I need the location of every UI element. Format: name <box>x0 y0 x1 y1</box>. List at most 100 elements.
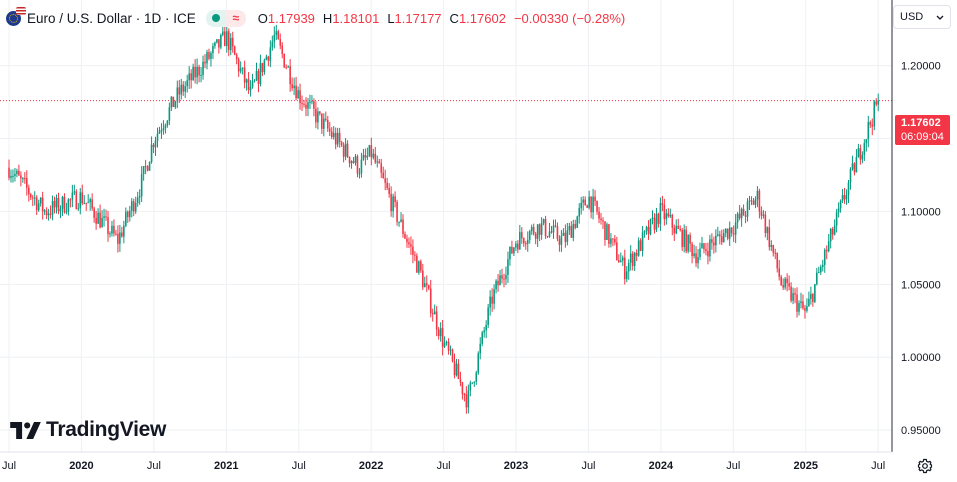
candlestick-series[interactable] <box>8 24 880 414</box>
candle-body[interactable] <box>321 113 323 129</box>
candle-body[interactable] <box>620 260 622 263</box>
candle-body[interactable] <box>532 227 535 234</box>
candle-body[interactable] <box>336 132 339 145</box>
candle-body[interactable] <box>97 212 99 224</box>
candle-body[interactable] <box>346 143 349 157</box>
candle-body[interactable] <box>188 73 190 81</box>
candle-body[interactable] <box>20 175 22 179</box>
candle-body[interactable] <box>487 307 489 325</box>
candle-body[interactable] <box>719 234 721 237</box>
candle-body[interactable] <box>303 103 305 105</box>
candle-body[interactable] <box>216 39 218 43</box>
candle-body[interactable] <box>534 233 537 239</box>
candle-body[interactable] <box>875 101 878 105</box>
candle-body[interactable] <box>138 196 141 198</box>
candle-body[interactable] <box>10 175 12 178</box>
candle-body[interactable] <box>780 276 782 286</box>
candle-body[interactable] <box>356 156 359 174</box>
candle-body[interactable] <box>392 196 394 212</box>
candle-body[interactable] <box>384 178 386 183</box>
candle-body[interactable] <box>580 202 583 209</box>
candle-body[interactable] <box>616 242 618 260</box>
candle-body[interactable] <box>522 238 525 244</box>
candle-body[interactable] <box>556 226 559 239</box>
candle-body[interactable] <box>43 210 46 212</box>
candle-body[interactable] <box>691 243 693 257</box>
candle-body[interactable] <box>592 196 594 213</box>
candle-body[interactable] <box>459 378 462 383</box>
candle-body[interactable] <box>425 283 428 286</box>
candle-body[interactable] <box>608 224 610 244</box>
candle-body[interactable] <box>307 102 309 109</box>
candle-body[interactable] <box>317 111 319 123</box>
candle-body[interactable] <box>63 196 66 213</box>
candle-body[interactable] <box>746 201 749 217</box>
candle-body[interactable] <box>584 199 586 206</box>
candle-body[interactable] <box>574 224 577 228</box>
candle-body[interactable] <box>863 143 866 155</box>
candle-body[interactable] <box>222 31 224 35</box>
candle-body[interactable] <box>423 283 426 288</box>
candle-body[interactable] <box>798 303 800 312</box>
candle-body[interactable] <box>105 216 107 218</box>
candle-body[interactable] <box>788 283 790 287</box>
candle-body[interactable] <box>210 53 212 59</box>
candle-body[interactable] <box>639 240 642 251</box>
candle-body[interactable] <box>198 66 200 76</box>
candle-body[interactable] <box>410 244 412 247</box>
candle-body[interactable] <box>524 243 527 245</box>
candle-body[interactable] <box>360 159 363 174</box>
candle-body[interactable] <box>61 196 64 209</box>
candle-body[interactable] <box>255 71 258 81</box>
candle-body[interactable] <box>804 308 806 311</box>
candle-body[interactable] <box>663 204 666 220</box>
candle-body[interactable] <box>623 257 626 280</box>
candle-body[interactable] <box>570 226 573 238</box>
candle-body[interactable] <box>93 208 95 218</box>
candle-body[interactable] <box>182 84 185 92</box>
candle-body[interactable] <box>162 128 165 131</box>
candle-body[interactable] <box>467 390 470 408</box>
candle-body[interactable] <box>796 294 798 312</box>
candle-body[interactable] <box>95 217 97 224</box>
candle-body[interactable] <box>829 228 832 242</box>
candle-body[interactable] <box>606 224 608 240</box>
candle-body[interactable] <box>637 240 640 256</box>
candle-body[interactable] <box>243 67 246 83</box>
candle-body[interactable] <box>41 197 44 212</box>
candle-body[interactable] <box>71 192 74 200</box>
candle-body[interactable] <box>390 193 392 212</box>
candle-body[interactable] <box>192 66 194 81</box>
candle-body[interactable] <box>406 238 408 243</box>
candle-body[interactable] <box>540 223 543 235</box>
candle-body[interactable] <box>647 226 650 235</box>
candle-body[interactable] <box>578 208 581 217</box>
candle-body[interactable] <box>845 195 848 200</box>
candle-body[interactable] <box>259 63 262 85</box>
candle-body[interactable] <box>665 213 668 220</box>
candle-body[interactable] <box>368 145 371 157</box>
candle-body[interactable] <box>683 229 685 247</box>
candle-body[interactable] <box>117 233 119 244</box>
candle-body[interactable] <box>453 360 456 376</box>
candle-body[interactable] <box>643 230 646 233</box>
candle-body[interactable] <box>394 196 396 202</box>
candle-body[interactable] <box>214 42 216 47</box>
candle-body[interactable] <box>631 253 634 267</box>
candle-body[interactable] <box>366 156 369 158</box>
candle-body[interactable] <box>752 200 755 205</box>
candle-body[interactable] <box>602 220 604 222</box>
candle-body[interactable] <box>600 218 602 221</box>
candle-body[interactable] <box>521 232 523 239</box>
candle-body[interactable] <box>396 201 398 222</box>
candle-body[interactable] <box>132 201 135 212</box>
candle-body[interactable] <box>45 210 48 216</box>
candle-body[interactable] <box>629 253 632 263</box>
candle-body[interactable] <box>309 101 311 103</box>
candle-body[interactable] <box>744 215 747 217</box>
candle-body[interactable] <box>267 56 270 61</box>
candle-body[interactable] <box>479 343 482 354</box>
candle-body[interactable] <box>416 255 418 273</box>
candle-body[interactable] <box>483 330 485 333</box>
candle-body[interactable] <box>818 272 820 274</box>
